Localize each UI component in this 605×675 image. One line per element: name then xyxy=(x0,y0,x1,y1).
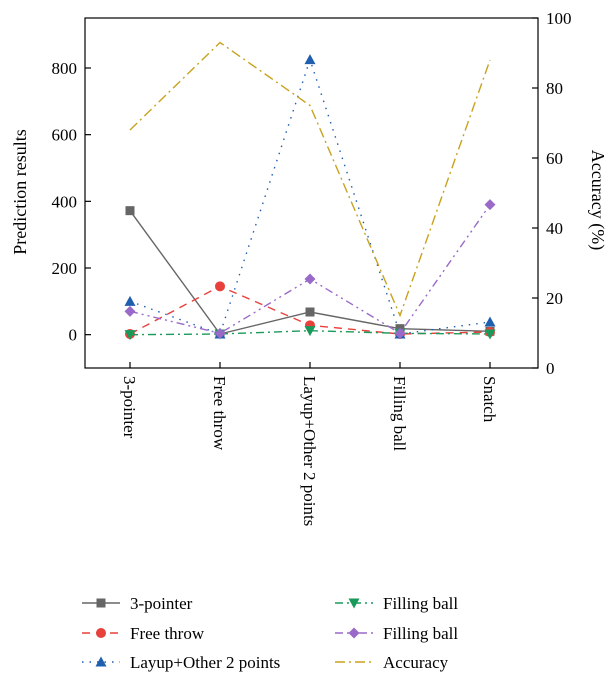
legend-marker xyxy=(348,627,360,639)
y2-tick-label: 100 xyxy=(546,9,572,28)
x-tick-label: Snatch xyxy=(480,376,499,423)
legend-marker xyxy=(96,598,106,608)
series-1 xyxy=(125,206,495,339)
x-tick-label: 3-pointer xyxy=(120,376,139,439)
y-tick-label: 0 xyxy=(69,326,78,345)
series-layer xyxy=(124,41,496,341)
data-point xyxy=(215,281,225,292)
series-line xyxy=(129,41,491,318)
legend-label: 3-pointer xyxy=(130,594,193,613)
data-point xyxy=(304,273,316,285)
legend-item: Filling ball xyxy=(335,594,458,613)
legend-item: Accuracy xyxy=(335,653,449,672)
data-point xyxy=(124,295,136,306)
series-line xyxy=(129,57,491,335)
legend-label: Accuracy xyxy=(383,653,449,672)
y2-tick-label: 20 xyxy=(546,289,563,308)
legend-label: Free throw xyxy=(130,624,205,643)
data-point xyxy=(125,206,135,216)
y-tick-label: 200 xyxy=(52,259,78,278)
legend-marker xyxy=(95,656,107,667)
legend-item: Filling ball xyxy=(335,624,458,643)
data-point xyxy=(124,305,136,317)
series-5 xyxy=(124,199,496,339)
x-tick-label: Free throw xyxy=(210,376,229,451)
data-point xyxy=(484,199,496,211)
y2-tick-label: 40 xyxy=(546,219,563,238)
data-point xyxy=(124,330,136,341)
legend-item: 3-pointer xyxy=(82,594,193,613)
legend: 3-pointer Free throw Layup+Other 2 points F… xyxy=(82,594,458,672)
legend-label: Filling ball xyxy=(383,594,458,613)
data-point xyxy=(304,54,316,65)
legend-marker xyxy=(348,598,360,609)
y-axis-label: Prediction results xyxy=(10,129,30,254)
y2-tick-label: 0 xyxy=(546,359,555,378)
data-point xyxy=(484,316,496,327)
legend-marker xyxy=(96,628,106,638)
y2-tick-label: 60 xyxy=(546,149,563,168)
y2-tick-label: 80 xyxy=(546,79,563,98)
legend-item: Free throw xyxy=(82,624,205,643)
data-point xyxy=(305,307,315,317)
data-point xyxy=(394,327,406,339)
axes: 0 200 400 600 800 0 20 40 60 80 100 3-pointer Free t… xyxy=(52,9,572,526)
series-3 xyxy=(124,54,496,339)
x-tick-label: Filling ball xyxy=(390,376,409,451)
plot-frame xyxy=(84,17,539,369)
plot-area xyxy=(84,17,539,369)
data-point xyxy=(304,326,316,337)
y-tick-label: 800 xyxy=(52,59,78,78)
y-tick-label: 600 xyxy=(52,126,78,145)
data-point xyxy=(214,327,226,339)
legend-item: Layup+Other 2 points xyxy=(82,653,280,672)
legend-label: Layup+Other 2 points xyxy=(130,653,280,672)
series-6 xyxy=(129,41,491,318)
y-tick-label: 400 xyxy=(52,192,78,211)
x-tick-label: Layup+Other 2 points xyxy=(300,376,319,526)
y2-axis-label: Accuracy (%) xyxy=(587,150,605,250)
legend-label: Filling ball xyxy=(383,624,458,643)
data-point xyxy=(484,329,496,340)
